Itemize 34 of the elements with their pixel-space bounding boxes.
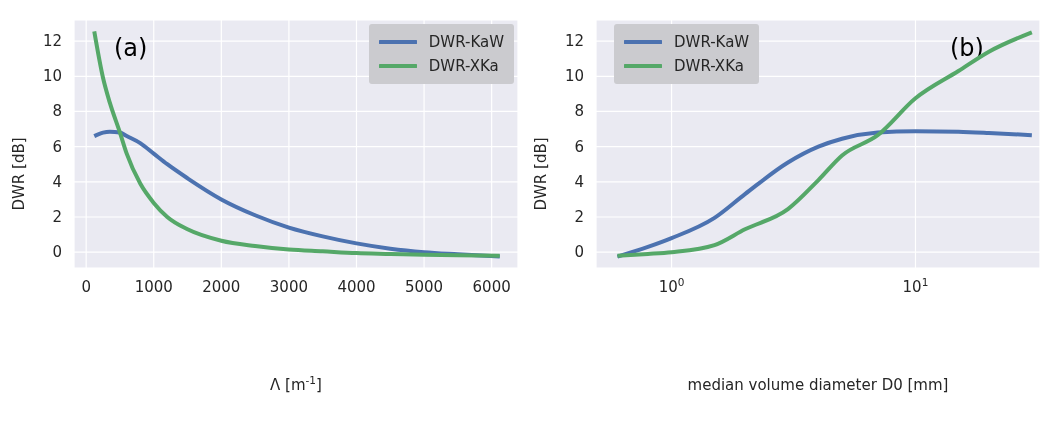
y-tick-label: 2 [574, 207, 584, 226]
y-tick-label: 10 [564, 67, 584, 86]
y-tick-label: 6 [52, 137, 62, 156]
x-axis-title: Λ [m$^{-1}$] [270, 374, 322, 394]
y-tick-label: 8 [574, 102, 584, 121]
y-tick-label: 2 [52, 207, 62, 226]
x-tick-label: 4000 [337, 278, 376, 296]
annotation: (a) [114, 34, 148, 62]
x-tick-label: 0 [81, 278, 91, 296]
y-tick-label: 4 [52, 172, 62, 191]
y-tick-label: 10 [42, 67, 62, 86]
legend-label: DWR-XKa [674, 57, 744, 75]
y-tick-label: 0 [574, 243, 584, 262]
y-tick-label: 12 [564, 32, 584, 51]
legend-label: DWR-KaW [674, 33, 750, 51]
x-tick-label: 2000 [202, 278, 241, 296]
x-tick-label: 10$^{1}$ [902, 276, 929, 296]
x-tick-label: 6000 [472, 278, 511, 296]
y-tick-label: 12 [42, 32, 62, 51]
legend-label: DWR-KaW [428, 33, 504, 51]
y-tick-label: 8 [52, 102, 62, 121]
y-tick-label: 0 [52, 243, 62, 262]
annotation: (b) [950, 34, 984, 62]
y-axis-title: DWR [dB] [532, 137, 550, 211]
legend-label: DWR-XKa [428, 57, 499, 75]
y-tick-label: 4 [574, 172, 584, 191]
line-series [92, 29, 502, 258]
x-tick-label: 10$^{0}$ [658, 276, 685, 296]
x-tick-label: 1000 [134, 278, 173, 296]
x-axis-title: median volume diameter D0 [mm] [687, 376, 949, 394]
x-tick-label: 5000 [404, 278, 444, 296]
x-tick-label: 3000 [269, 278, 308, 296]
y-tick-label: 6 [574, 137, 584, 156]
y-axis-title: DWR [dB] [10, 137, 28, 211]
